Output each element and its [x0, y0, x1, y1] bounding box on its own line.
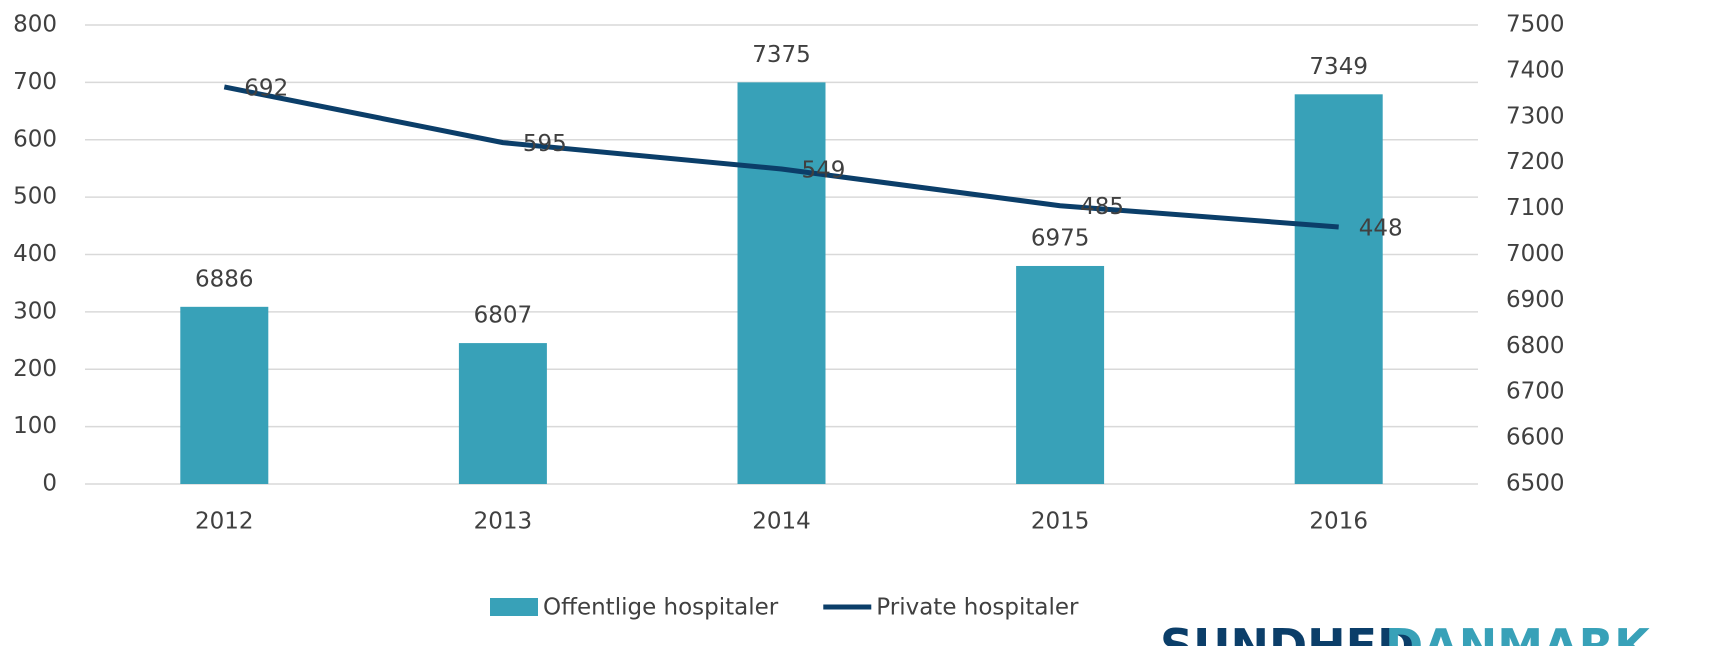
bar — [1294, 94, 1383, 485]
bar — [1016, 265, 1105, 484]
y2-tick-label: 7100 — [1506, 195, 1565, 221]
logo-text: DANMARK — [1385, 619, 1652, 646]
legend-swatch — [490, 598, 538, 616]
data-label: 448 — [1359, 215, 1403, 241]
y2-tick-label: 7400 — [1506, 57, 1565, 83]
y-tick-label: 300 — [13, 298, 57, 324]
y2-tick-label: 7000 — [1506, 241, 1565, 267]
y2-tick-label: 6900 — [1506, 287, 1565, 313]
x-tick-label: 2015 — [1031, 509, 1090, 535]
y2-tick-label: 7300 — [1506, 103, 1565, 129]
y2-tick-label: 7500 — [1506, 12, 1565, 38]
data-label: 692 — [244, 75, 288, 101]
y2-tick-label: 7200 — [1506, 149, 1565, 175]
data-label: 7375 — [752, 42, 811, 68]
bar — [458, 343, 547, 484]
y2-tick-label: 6700 — [1506, 379, 1565, 405]
y-tick-label: 200 — [13, 356, 57, 382]
data-label: 6886 — [195, 266, 254, 292]
y-tick-label: 400 — [13, 241, 57, 267]
data-label: 6807 — [474, 303, 533, 329]
logo-text: SUNDHED — [1160, 619, 1415, 646]
y2-tick-label: 6600 — [1506, 425, 1565, 451]
y-tick-label: 600 — [13, 126, 57, 152]
x-tick-label: 2012 — [195, 509, 254, 535]
y-tick-label: 700 — [13, 69, 57, 95]
y-tick-label: 100 — [13, 413, 57, 439]
y2-tick-label: 6800 — [1506, 333, 1565, 359]
bar — [180, 306, 269, 484]
x-tick-label: 2016 — [1309, 509, 1368, 535]
y-tick-label: 500 — [13, 184, 57, 210]
y-tick-label: 800 — [13, 12, 57, 38]
y2-tick-label: 6500 — [1506, 471, 1565, 497]
data-label: 7349 — [1309, 54, 1368, 80]
data-label: 6975 — [1031, 225, 1090, 251]
data-label: 549 — [802, 158, 846, 184]
legend-label: Private hospitaler — [876, 595, 1079, 621]
legend-label: Offentlige hospitaler — [543, 595, 779, 621]
line — [223, 84, 1339, 230]
data-label: 595 — [523, 131, 567, 157]
data-label: 485 — [1080, 194, 1124, 220]
x-tick-label: 2013 — [474, 509, 533, 535]
y-tick-label: 0 — [42, 471, 57, 497]
x-tick-label: 2014 — [752, 509, 811, 535]
bar — [737, 82, 826, 484]
